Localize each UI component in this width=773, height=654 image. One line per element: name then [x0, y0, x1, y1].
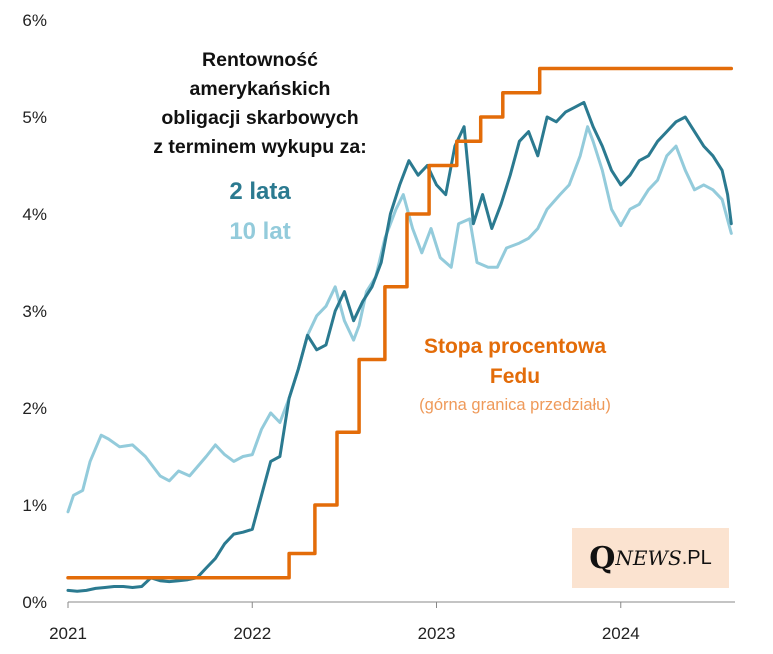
logo-news: NEWS — [615, 546, 682, 570]
x-tick-label: 2024 — [602, 624, 640, 643]
fed-rate-sublabel: (górna granica przedziału) — [419, 396, 611, 414]
chart-title-line-4: z terminem wykupu za: — [153, 136, 367, 158]
x-tick-label: 2022 — [233, 624, 271, 643]
y-tick-label: 3% — [22, 302, 47, 321]
y-ticks: 0% 1% 2% 3% 4% 5% 6% — [22, 11, 47, 612]
y-tick-label: 2% — [22, 399, 47, 418]
series-line-fed-rate — [66, 66, 734, 580]
x-ticks: 2021 2022 2023 2024 — [49, 602, 640, 643]
y-tick-label: 5% — [22, 108, 47, 127]
y-tick-label: 0% — [22, 593, 47, 612]
chart-title: Rentowność amerykańskich obligacji skarb… — [130, 46, 390, 162]
fed-rate-label-line-1: Stopa procentowa — [423, 335, 607, 358]
logo-pl: .PL — [681, 546, 712, 569]
logo-q: Q — [589, 540, 616, 576]
qnews-logo: Q NEWS .PL — [572, 528, 729, 588]
x-tick-label: 2021 — [49, 624, 87, 643]
series-line-10y — [66, 125, 733, 514]
chart-title-line-2: amerykańskich — [189, 78, 331, 100]
y-tick-label: 1% — [22, 496, 47, 515]
legend-2y-label: 2 lata — [229, 178, 291, 205]
fed-rate-label-line-2: Fedu — [489, 365, 541, 388]
fed-rate-label: Stopa procentowa Fedu — [380, 332, 650, 392]
series-layer — [66, 66, 734, 593]
x-tick-label: 2023 — [418, 624, 456, 643]
series-line-2y — [66, 100, 733, 593]
y-tick-label: 4% — [22, 205, 47, 224]
y-tick-label: 6% — [22, 11, 47, 30]
chart-title-line-3: obligacji skarbowych — [161, 107, 359, 129]
chart-title-line-1: Rentowność — [202, 49, 318, 71]
legend-10y-label: 10 lat — [229, 218, 291, 245]
